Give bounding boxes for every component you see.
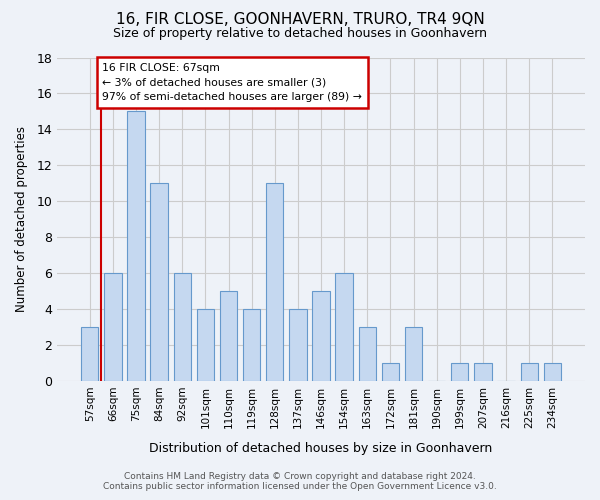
Bar [151,184,168,381]
Text: 16, FIR CLOSE, GOONHAVERN, TRURO, TR4 9QN: 16, FIR CLOSE, GOONHAVERN, TRURO, TR4 9Q… [116,12,484,28]
Bar [220,291,237,381]
Bar [405,327,422,381]
X-axis label: Distribution of detached houses by size in Goonhavern: Distribution of detached houses by size … [149,442,493,455]
Text: Contains HM Land Registry data © Crown copyright and database right 2024.
Contai: Contains HM Land Registry data © Crown c… [103,472,497,491]
Bar [243,309,260,381]
Bar [335,273,353,381]
Bar [313,291,330,381]
Bar [451,363,469,381]
Bar [382,363,399,381]
Text: 16 FIR CLOSE: 67sqm
← 3% of detached houses are smaller (3)
97% of semi-detached: 16 FIR CLOSE: 67sqm ← 3% of detached hou… [103,63,362,102]
Bar [521,363,538,381]
Bar [173,273,191,381]
Bar [127,112,145,381]
Bar [81,327,98,381]
Bar [359,327,376,381]
Bar [197,309,214,381]
Bar [474,363,491,381]
Bar [289,309,307,381]
Bar [104,273,122,381]
Y-axis label: Number of detached properties: Number of detached properties [15,126,28,312]
Bar [266,184,283,381]
Text: Size of property relative to detached houses in Goonhavern: Size of property relative to detached ho… [113,28,487,40]
Bar [544,363,561,381]
